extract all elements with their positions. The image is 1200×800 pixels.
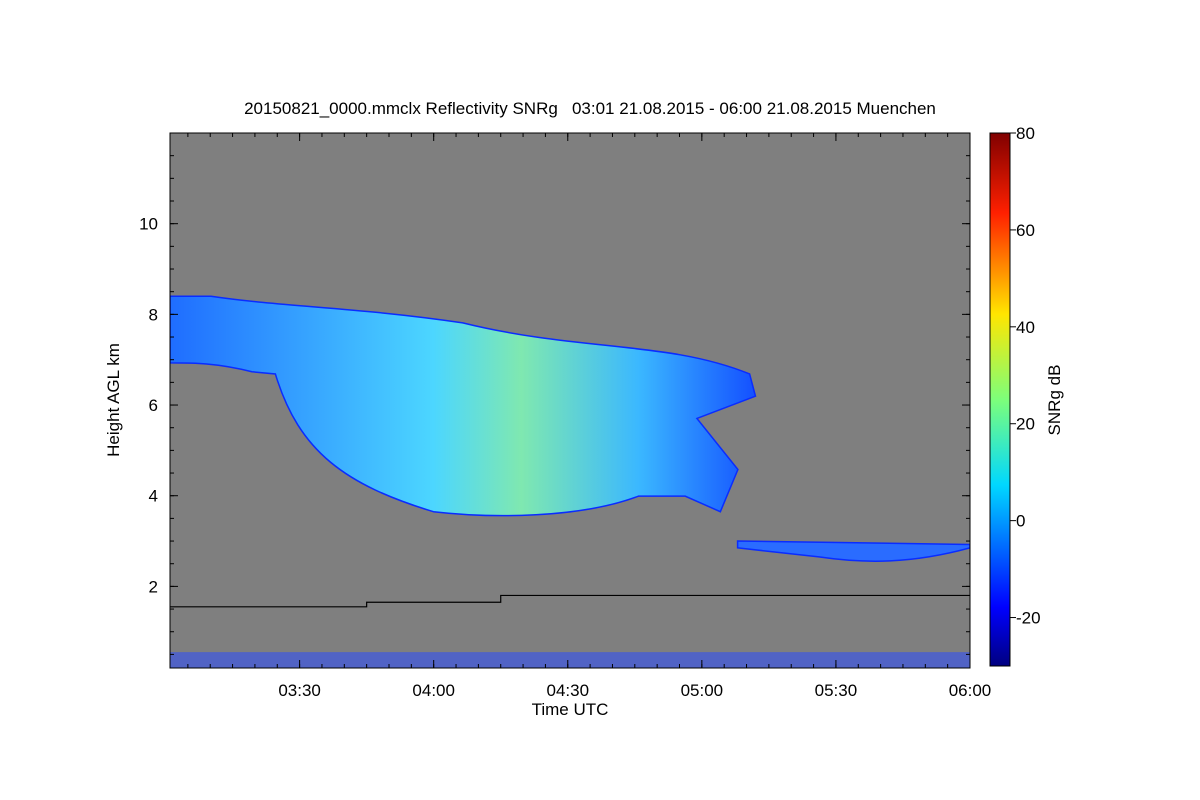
cloud-layer-1	[170, 295, 757, 517]
cloud-layers	[170, 295, 970, 668]
x-tick-label: 05:00	[681, 681, 724, 700]
chart-title: 20150821_0000.mmclx Reflectivity SNRg 03…	[244, 99, 936, 118]
plot-frame	[169, 132, 971, 669]
y-axis: 2 4 6 8 10	[139, 132, 970, 655]
cloud-layer-2	[736, 540, 970, 562]
y-tick-label: 8	[149, 305, 158, 324]
colorbar	[989, 132, 1011, 667]
y-tick-label: 2	[149, 577, 158, 596]
surface-clutter	[170, 652, 970, 668]
y-axis-label: Height AGL km	[104, 343, 123, 457]
colorbar-tick-label: -20	[1016, 609, 1041, 628]
colorbar-tick-label: 0	[1016, 512, 1025, 531]
colorbar-tick-label: 80	[1016, 124, 1035, 143]
x-tick-label: 04:00	[412, 681, 455, 700]
y-tick-label: 6	[149, 396, 158, 415]
boundary-line	[170, 594, 970, 608]
x-tick-label: 06:00	[949, 681, 992, 700]
colorbar-axis: -20 0 20 40 60 80	[1010, 124, 1041, 628]
x-tick-label: 03:30	[278, 681, 321, 700]
x-axis: 03:30 04:00 04:30 05:00 05:30 06:00	[187, 133, 992, 700]
colorbar-tick-label: 60	[1016, 221, 1035, 240]
x-axis-label: Time UTC	[532, 700, 609, 719]
y-tick-label: 10	[139, 215, 158, 234]
colorbar-tick-label: 40	[1016, 318, 1035, 337]
x-tick-label: 05:30	[815, 681, 858, 700]
x-tick-label: 04:30	[546, 681, 589, 700]
colorbar-tick-label: 20	[1016, 415, 1035, 434]
y-tick-label: 4	[149, 487, 158, 506]
colorbar-label: SNRg dB	[1045, 365, 1064, 436]
